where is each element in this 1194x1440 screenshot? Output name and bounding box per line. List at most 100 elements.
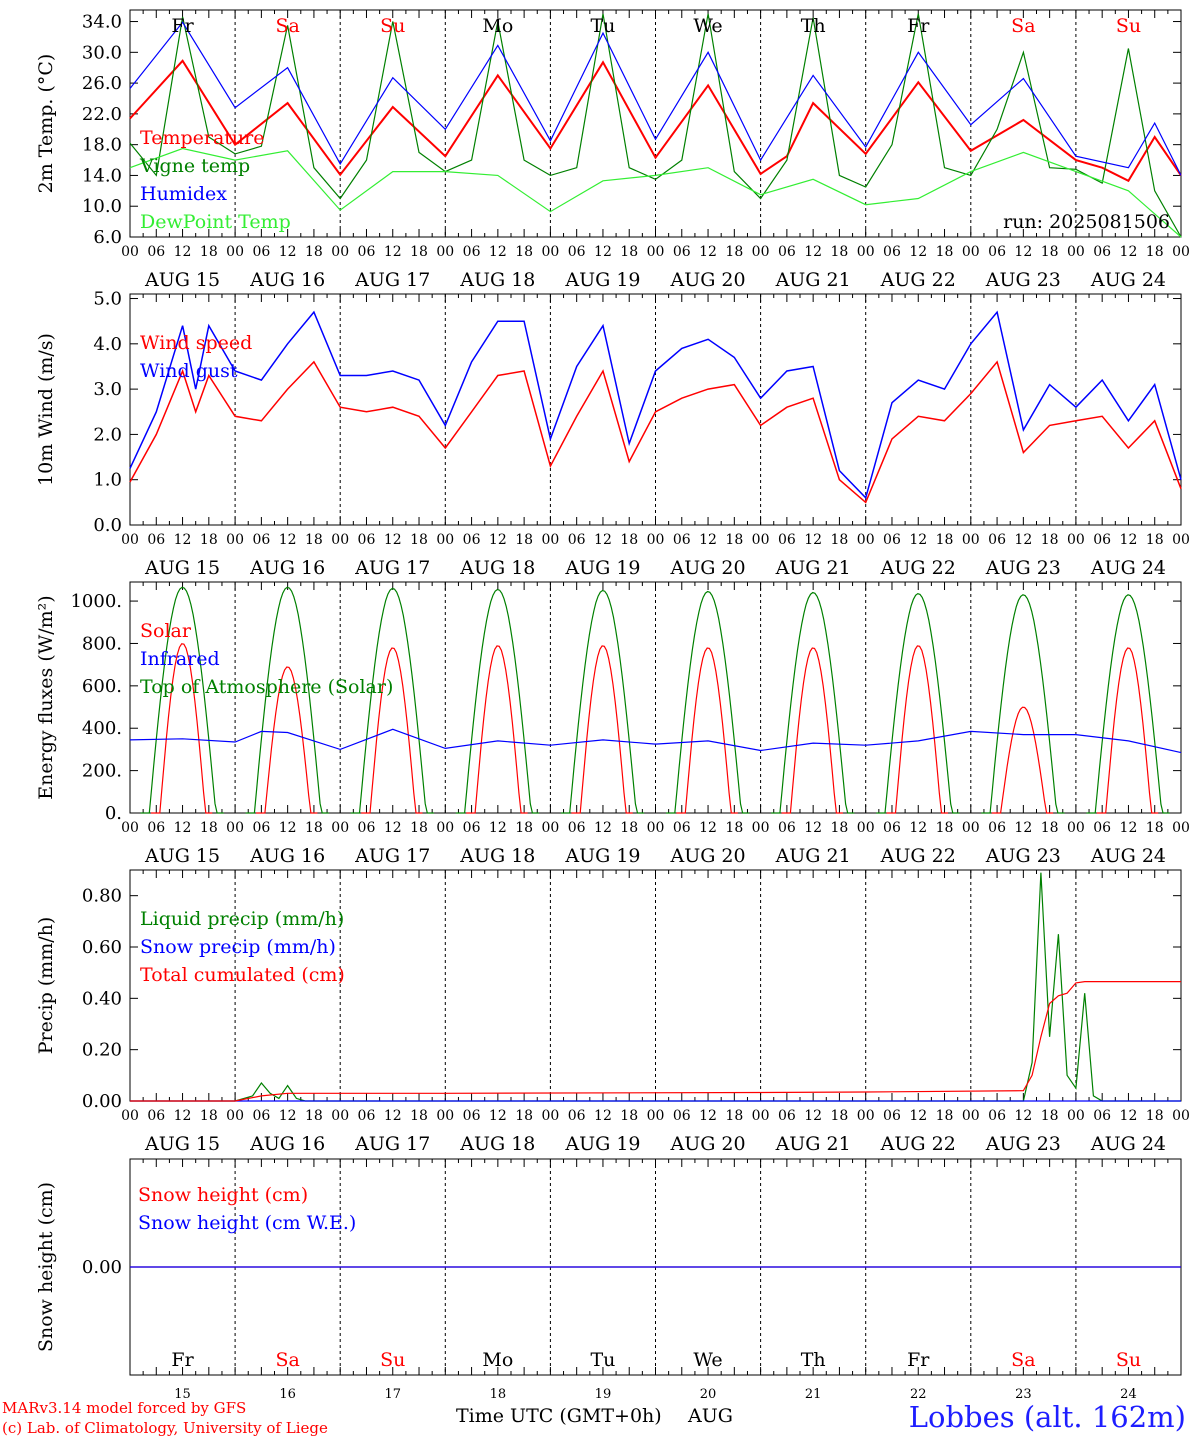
solar-arc bbox=[1096, 647, 1159, 814]
y-axis-label: Snow height (cm) bbox=[35, 1182, 57, 1352]
solar-arc bbox=[886, 645, 948, 814]
legend-entry: Wind speed bbox=[140, 332, 252, 354]
date-label: AUG 16 bbox=[249, 845, 325, 867]
hour-label: 12 bbox=[699, 532, 717, 548]
hour-label: 00 bbox=[752, 820, 770, 836]
hour-label: 00 bbox=[647, 820, 665, 836]
hour-label: 00 bbox=[1172, 820, 1190, 836]
hour-label: 00 bbox=[541, 820, 559, 836]
y-tick-label: 5.0 bbox=[93, 289, 122, 310]
date-label: AUG 19 bbox=[564, 557, 640, 579]
hour-label: 12 bbox=[384, 244, 402, 260]
hour-label: 18 bbox=[1041, 532, 1059, 548]
hour-label: 06 bbox=[147, 532, 165, 548]
hour-label: 18 bbox=[725, 820, 743, 836]
hour-label: 18 bbox=[620, 1108, 638, 1124]
model-credit: MARv3.14 model forced by GFS bbox=[2, 1399, 247, 1417]
hour-label: 12 bbox=[384, 532, 402, 548]
hour-label: 12 bbox=[384, 820, 402, 836]
weekday-label: Th bbox=[801, 15, 826, 37]
date-label: AUG 16 bbox=[249, 557, 325, 579]
hour-label: 00 bbox=[647, 532, 665, 548]
y-tick-label: 6.0 bbox=[93, 227, 122, 248]
date-label: AUG 22 bbox=[880, 269, 956, 291]
hour-label: 18 bbox=[725, 532, 743, 548]
hour-label: 12 bbox=[594, 1108, 612, 1124]
hour-label: 00 bbox=[541, 244, 559, 260]
weekday-label: Mo bbox=[482, 15, 513, 37]
date-label: AUG 15 bbox=[144, 269, 220, 291]
hour-label: 00 bbox=[121, 244, 139, 260]
date-label: AUG 24 bbox=[1090, 557, 1166, 579]
date-label: AUG 15 bbox=[144, 1133, 220, 1155]
y-tick-label: 200. bbox=[82, 761, 122, 782]
toa-solar-arc bbox=[771, 591, 855, 814]
day-number-label: 24 bbox=[1120, 1387, 1137, 1398]
hour-label: 12 bbox=[1014, 244, 1032, 260]
time-axis-label: Time UTC (GMT+0h) bbox=[456, 1405, 662, 1427]
hour-label: 00 bbox=[226, 1108, 244, 1124]
hour-label: 06 bbox=[358, 244, 376, 260]
hour-label: 00 bbox=[1172, 1108, 1190, 1124]
y-axis-label: 10m Wind (m/s) bbox=[35, 333, 57, 486]
hour-label: 06 bbox=[147, 244, 165, 260]
weekday-label: Sa bbox=[1011, 1349, 1035, 1371]
hour-label: 12 bbox=[1120, 532, 1138, 548]
date-label: AUG 16 bbox=[249, 1133, 325, 1155]
hour-label: 18 bbox=[725, 244, 743, 260]
y-tick-label: 800. bbox=[82, 633, 122, 654]
hour-label: 00 bbox=[226, 820, 244, 836]
hour-label: 00 bbox=[752, 1108, 770, 1124]
hour-label: 00 bbox=[962, 1108, 980, 1124]
hour-label: 00 bbox=[1067, 1108, 1085, 1124]
date-label: AUG 17 bbox=[354, 1133, 430, 1155]
solar-arc bbox=[781, 647, 843, 814]
hour-label: 06 bbox=[568, 532, 586, 548]
hour-label: 00 bbox=[226, 532, 244, 548]
hour-label: 00 bbox=[331, 1108, 349, 1124]
date-label: AUG 17 bbox=[354, 557, 430, 579]
hour-label: 12 bbox=[594, 820, 612, 836]
hour-label: 18 bbox=[200, 532, 218, 548]
weekday-label: Su bbox=[380, 15, 405, 37]
hour-label: 12 bbox=[804, 532, 822, 548]
hour-label: 06 bbox=[568, 1108, 586, 1124]
hour-label: 18 bbox=[410, 532, 428, 548]
y-tick-label: 4.0 bbox=[93, 334, 122, 355]
hour-label: 18 bbox=[725, 1108, 743, 1124]
y-tick-label: 1000. bbox=[70, 591, 122, 612]
legend-entry: Liquid precip (mm/h) bbox=[140, 908, 344, 930]
date-label: AUG 24 bbox=[1090, 845, 1166, 867]
date-label: AUG 22 bbox=[880, 557, 956, 579]
weekday-label: Fr bbox=[907, 15, 930, 37]
hour-label: 12 bbox=[1014, 820, 1032, 836]
hour-label: 00 bbox=[1067, 820, 1085, 836]
hour-label: 06 bbox=[252, 1108, 270, 1124]
hour-label: 00 bbox=[857, 532, 875, 548]
hour-label: 18 bbox=[410, 820, 428, 836]
date-label: AUG 23 bbox=[985, 557, 1061, 579]
hour-label: 00 bbox=[331, 820, 349, 836]
weekday-label: Sa bbox=[275, 1349, 299, 1371]
hour-label: 06 bbox=[883, 532, 901, 548]
date-label: AUG 24 bbox=[1090, 1133, 1166, 1155]
y-tick-label: 400. bbox=[82, 718, 122, 739]
hour-label: 18 bbox=[1146, 1108, 1164, 1124]
hour-label: 06 bbox=[778, 532, 796, 548]
hour-label: 18 bbox=[620, 532, 638, 548]
panel-snow: 0.00 Snow height (cm) Snow height (cm) Snow… bbox=[35, 1158, 1182, 1398]
hour-label: 00 bbox=[962, 532, 980, 548]
hour-label: 12 bbox=[174, 244, 192, 260]
meteogram-chart: 6.0 10.0 14.0 18.0 22.0 26.0 30.0 34.0 2m Temp. … bbox=[35, 9, 1190, 1398]
hour-label: 12 bbox=[279, 244, 297, 260]
hour-label: 06 bbox=[778, 1108, 796, 1124]
day-number-label: 19 bbox=[595, 1387, 612, 1398]
date-label: AUG 17 bbox=[354, 845, 430, 867]
y-tick-label: 0.00 bbox=[82, 1257, 122, 1278]
day-number-label: 22 bbox=[910, 1387, 927, 1398]
hour-label: 06 bbox=[883, 1108, 901, 1124]
hour-label: 12 bbox=[279, 532, 297, 548]
legend-entry: Wind gust bbox=[140, 360, 238, 382]
hour-label: 00 bbox=[857, 1108, 875, 1124]
hour-label: 00 bbox=[121, 532, 139, 548]
